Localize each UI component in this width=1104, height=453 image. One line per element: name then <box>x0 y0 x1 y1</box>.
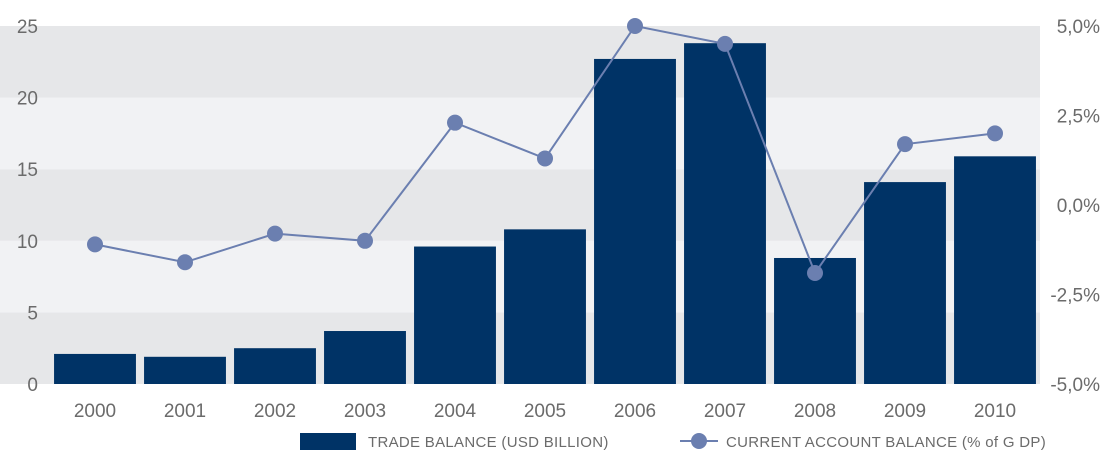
right-tick-label: 2,5% <box>1057 107 1100 128</box>
left-tick-label: 0 <box>27 375 38 396</box>
x-tick-label: 2005 <box>524 401 566 422</box>
bar-series <box>54 43 1036 385</box>
point-2003 <box>357 232 373 249</box>
background-band <box>0 97 1040 170</box>
line-series <box>87 18 1003 282</box>
point-2010 <box>987 125 1003 142</box>
right-tick-label: 0,0% <box>1057 196 1100 217</box>
legend: TRADE BALANCE (USD BILLION) CURRENT ACCO… <box>300 433 1046 451</box>
bar-2003 <box>324 331 406 384</box>
x-tick-label: 2001 <box>164 401 206 422</box>
right-tick-label: -2,5% <box>1050 286 1100 307</box>
point-2004 <box>447 114 463 131</box>
point-2000 <box>87 236 103 253</box>
left-tick-label: 20 <box>17 89 38 110</box>
right-tick-label: -5,0% <box>1050 375 1100 396</box>
x-tick-label: 2007 <box>704 401 746 422</box>
point-2007 <box>717 35 733 52</box>
bar-2001 <box>144 356 226 384</box>
point-2002 <box>267 225 283 242</box>
bar-2000 <box>54 353 136 384</box>
right-tick-label: 5,0% <box>1057 17 1100 38</box>
bar-2005 <box>504 229 586 384</box>
left-tick-label: 15 <box>17 160 38 181</box>
point-2006 <box>627 18 643 34</box>
point-2009 <box>897 136 913 153</box>
bar-2009 <box>864 182 946 384</box>
x-tick-label: 2006 <box>614 401 656 422</box>
left-axis: 0 5 10 15 20 25 <box>17 17 38 396</box>
background-band <box>0 26 1040 98</box>
x-tick-label: 2010 <box>974 401 1016 422</box>
legend-label-trade-balance: TRADE BALANCE (USD BILLION) <box>368 434 609 451</box>
left-tick-label: 10 <box>17 232 38 253</box>
left-tick-label: 5 <box>27 303 38 324</box>
left-tick-label: 25 <box>17 17 38 38</box>
x-tick-label: 2009 <box>884 401 926 422</box>
point-2001 <box>177 254 193 271</box>
right-axis: -5,0% -2,5% 0,0% 2,5% 5,0% <box>1050 17 1100 396</box>
point-2005 <box>537 150 553 167</box>
bar-2007 <box>684 43 766 385</box>
x-axis: 2000 2001 2002 2003 2004 2005 2006 2007 2008 2009… <box>74 401 1016 422</box>
x-tick-label: 2008 <box>794 401 836 422</box>
bar-2006 <box>594 58 676 384</box>
bar-2004 <box>414 246 496 384</box>
bar-2002 <box>234 348 316 384</box>
legend-swatch-marker-current-account <box>691 433 707 449</box>
legend-label-current-account: CURRENT ACCOUNT BALANCE (% of G DP) <box>726 434 1046 451</box>
point-2008 <box>807 265 823 282</box>
x-tick-label: 2004 <box>434 401 477 422</box>
legend-swatch-trade-balance <box>300 433 356 450</box>
bar-2010 <box>954 156 1036 384</box>
x-tick-label: 2003 <box>344 401 386 422</box>
x-tick-label: 2000 <box>74 401 116 422</box>
x-tick-label: 2002 <box>254 401 296 422</box>
